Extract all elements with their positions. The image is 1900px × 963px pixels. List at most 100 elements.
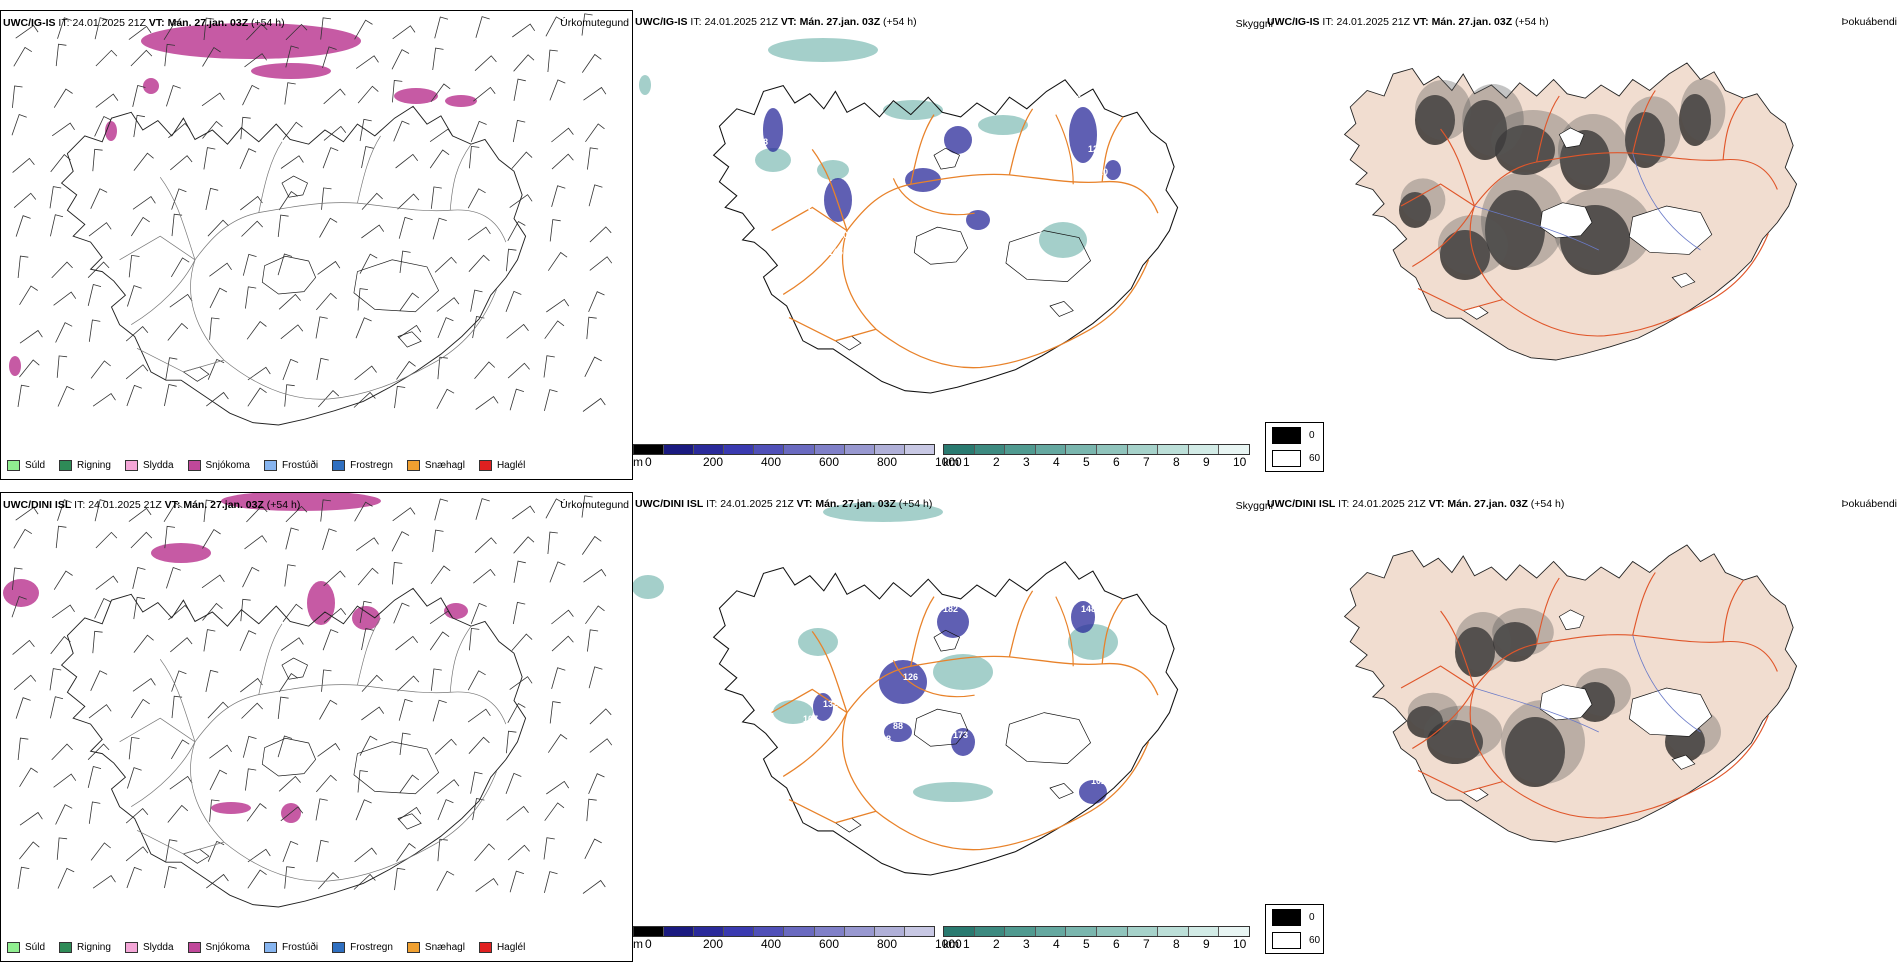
fog-legend: 0 60 bbox=[1265, 422, 1324, 472]
lead-time: (+54 h) bbox=[251, 17, 285, 29]
legend-label: Frostregn bbox=[350, 942, 393, 953]
vt-label: VT: bbox=[164, 499, 181, 511]
height-tick: 200 bbox=[703, 937, 724, 951]
model-name: UWC/IG-IS bbox=[1267, 16, 1320, 28]
height-label: 120 bbox=[1093, 167, 1108, 177]
height-label: 132 bbox=[823, 699, 838, 709]
height-tick: 400 bbox=[761, 937, 782, 951]
lead-time: (+54 h) bbox=[1530, 498, 1565, 510]
visibility-tick: 1 bbox=[963, 937, 970, 951]
panel-title: Úrkomutegund bbox=[560, 499, 629, 511]
fog-legend-swatch bbox=[1272, 427, 1301, 444]
legend-label: Súld bbox=[25, 460, 46, 471]
panel-header: UWC/IG-IS IT: 24.01.2025 21Z VT: Mán. 27… bbox=[635, 16, 917, 28]
legend-label: Rigning bbox=[77, 460, 111, 471]
visibility-tick: 3 bbox=[1023, 937, 1030, 951]
it-label: IT: bbox=[706, 498, 718, 510]
legend-label: Haglél bbox=[496, 942, 526, 953]
legend-item: Snæhagl bbox=[406, 460, 465, 471]
panel-header: UWC/DINI ISL IT: 24.01.2025 21Z VT: Mán.… bbox=[1267, 498, 1564, 510]
legend-item: Súld bbox=[7, 942, 45, 953]
it-label: IT: bbox=[690, 16, 702, 28]
visibility-tick: 10 bbox=[1233, 455, 1247, 469]
legend-item: Frostregn bbox=[332, 942, 393, 953]
fog-legend-item: 0 bbox=[1272, 909, 1315, 926]
precip-type-map bbox=[9, 13, 613, 426]
lead-time: (+54 h) bbox=[883, 16, 917, 28]
height-tick: 0 bbox=[645, 937, 652, 951]
legend-swatch bbox=[263, 460, 277, 471]
height-label: 182 bbox=[943, 604, 958, 614]
visibility-tick: 3 bbox=[1023, 455, 1030, 469]
lead-time: (+54 h) bbox=[898, 498, 933, 510]
fog-legend-label: 60 bbox=[1309, 453, 1321, 464]
panel-title: Úrkomutegund bbox=[560, 17, 629, 29]
legend-label: Snæhagl bbox=[424, 942, 465, 953]
height-label: 75 bbox=[945, 217, 955, 227]
legend-item: Frostregn bbox=[332, 460, 393, 471]
it-label: IT: bbox=[74, 499, 86, 511]
model-name: UWC/DINI ISL bbox=[1267, 498, 1336, 510]
fog-legend-item: 60 bbox=[1272, 932, 1320, 949]
legend-label: Snjókoma bbox=[205, 942, 250, 953]
model-name: UWC/IG-IS bbox=[635, 16, 688, 28]
height-tick: 600 bbox=[819, 937, 840, 951]
fog-legend: 0 60 bbox=[1265, 904, 1324, 954]
legend-item: Rigning bbox=[59, 460, 111, 471]
height-label: 161 bbox=[1071, 94, 1086, 104]
legend-label: Slydda bbox=[142, 460, 174, 471]
height-unit: m bbox=[633, 455, 643, 469]
panel-title: Þokuábendi bbox=[1841, 16, 1897, 28]
panel-header: UWC/DINI ISL IT: 24.01.2025 21Z VT: Mán.… bbox=[635, 498, 932, 510]
vt-value: Mán. 27.jan. 03Z bbox=[1447, 498, 1528, 510]
height-label: 131 bbox=[803, 242, 818, 252]
fog-legend-swatch bbox=[1272, 909, 1301, 926]
legend-swatch bbox=[7, 942, 20, 953]
visibility-tick: 4 bbox=[1053, 455, 1060, 469]
legend-swatch bbox=[124, 460, 138, 471]
legend-label: Frostúði bbox=[281, 942, 319, 953]
model-name: UWC/IG-IS bbox=[3, 17, 56, 29]
height-colorbar: m 0 200 400 600 800 1000 bbox=[633, 444, 962, 472]
height-label: 95 bbox=[1141, 157, 1151, 167]
height-tick: 600 bbox=[819, 455, 840, 469]
visibility-colorbar-strip bbox=[943, 926, 1250, 937]
height-colorbar-strip bbox=[633, 926, 935, 937]
legend-swatch bbox=[187, 942, 201, 953]
fog-index-panel: UWC/IG-IS IT: 24.01.2025 21Z VT: Mán. 27… bbox=[1265, 10, 1900, 480]
visibility-panel: 38 52 101 131 146 115 161 122 120 95 43 75 UWC/IG-I… bbox=[633, 10, 1273, 480]
fog-legend-swatch bbox=[1272, 450, 1301, 467]
legend-swatch bbox=[263, 942, 277, 953]
visibility-tick: 8 bbox=[1173, 455, 1180, 469]
height-label: 101 bbox=[838, 230, 853, 240]
panel-title: Skyggni bbox=[1235, 18, 1273, 30]
legend-swatch bbox=[59, 942, 73, 953]
legend-item: Snjókoma bbox=[187, 460, 250, 471]
panel-header: UWC/IG-IS IT: 24.01.2025 21Z VT: Mán. 27… bbox=[3, 17, 285, 29]
legend-swatch bbox=[7, 460, 20, 471]
legend-swatch bbox=[59, 460, 73, 471]
precip-type-panel: UWC/DINI ISL IT: 24.01.2025 21Z VT: Mán.… bbox=[0, 492, 633, 962]
legend-label: Rigning bbox=[77, 942, 111, 953]
vt-label: VT: bbox=[796, 498, 813, 510]
height-label: 88 bbox=[893, 721, 903, 731]
legend-item: Súld bbox=[7, 460, 45, 471]
visibility-tick: 5 bbox=[1083, 455, 1090, 469]
height-label: 52 bbox=[803, 202, 813, 212]
it-value: 24.01.2025 21Z bbox=[88, 499, 162, 511]
legend-item: Slydda bbox=[124, 942, 174, 953]
height-label: 148 bbox=[1081, 604, 1096, 614]
fog-legend-label: 60 bbox=[1309, 935, 1321, 946]
precip-type-panel: UWC/IG-IS IT: 24.01.2025 21Z VT: Mán. 27… bbox=[0, 10, 633, 480]
legend-item: Snæhagl bbox=[406, 942, 465, 953]
height-label: 146 bbox=[828, 247, 843, 257]
visibility-map: 38 52 101 131 146 115 161 122 120 95 43 75 bbox=[639, 38, 1179, 394]
visibility-colorbar: km 1 2 3 4 5 6 7 8 9 10 bbox=[943, 444, 1263, 472]
height-tick: 200 bbox=[703, 455, 724, 469]
height-tick: 0 bbox=[645, 455, 652, 469]
visibility-tick: 4 bbox=[1053, 937, 1060, 951]
visibility-tick: 2 bbox=[993, 937, 1000, 951]
precip-legend: Súld Rigning Slydda Snjókoma Frostúði Frostre… bbox=[7, 942, 525, 953]
fog-legend-label: 0 bbox=[1309, 912, 1315, 923]
